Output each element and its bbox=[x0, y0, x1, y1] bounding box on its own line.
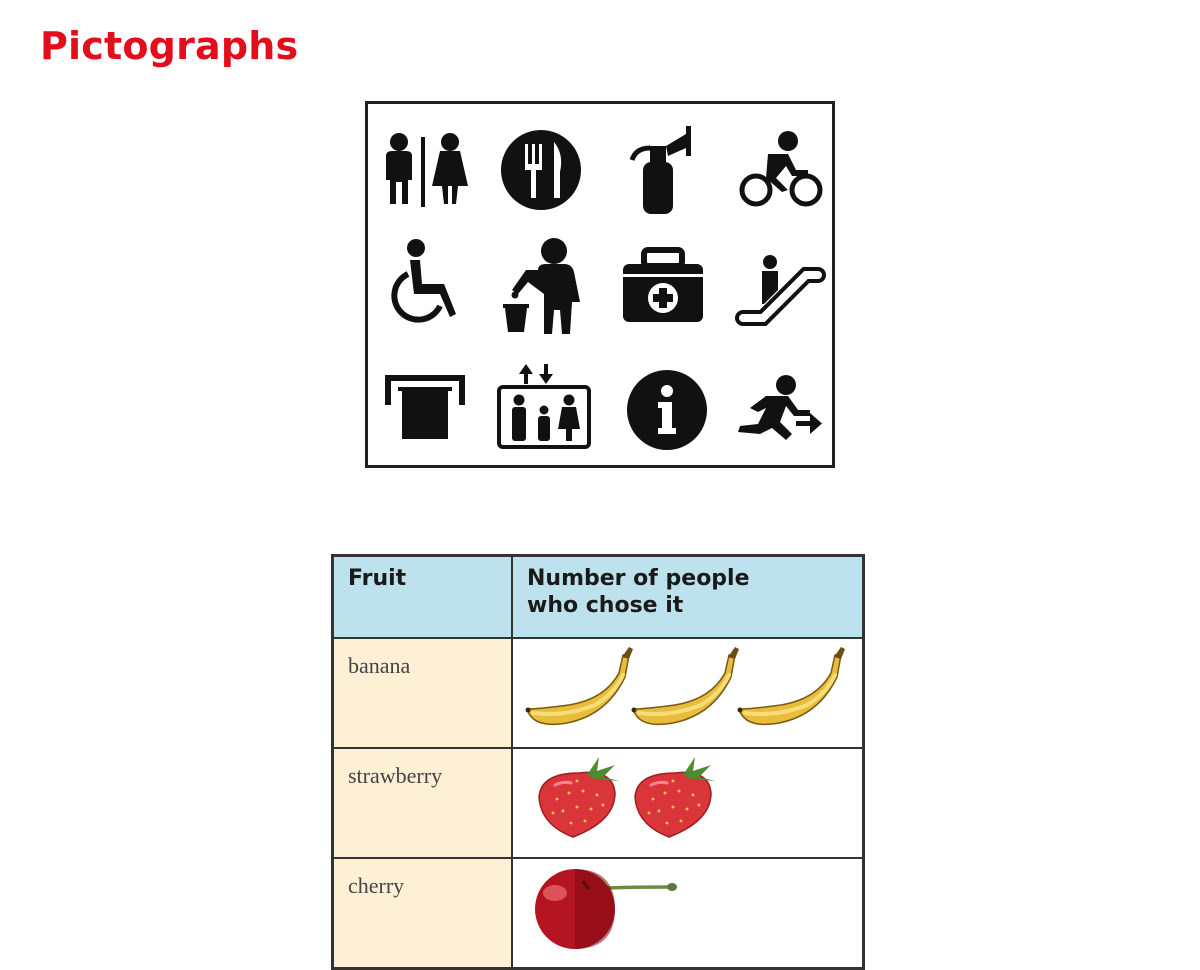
restaurant-icon bbox=[501, 130, 581, 210]
column-header-count-line-1: Number of people bbox=[527, 566, 750, 591]
trash-disposal-icon bbox=[503, 238, 580, 334]
pictogram-panel bbox=[365, 101, 835, 468]
first-aid-kit-icon bbox=[621, 247, 705, 322]
banana-icon bbox=[525, 647, 633, 726]
column-header-count: Number of people who chose it bbox=[511, 554, 865, 639]
banana-icon bbox=[631, 647, 739, 726]
bicycle-icon bbox=[739, 131, 823, 207]
cherry-icon bbox=[535, 869, 677, 949]
fruit-pictograph-table: Fruit Number of people who chose it bana… bbox=[331, 554, 865, 970]
fruit-label-cherry: cherry bbox=[331, 857, 513, 970]
strawberry-icon bbox=[538, 757, 619, 838]
column-header-count-line-2: who chose it bbox=[527, 593, 684, 618]
table-row-cherry: cherry bbox=[331, 857, 865, 970]
fruit-label-strawberry: strawberry bbox=[331, 747, 513, 859]
table-row-banana: banana bbox=[331, 637, 865, 749]
fruit-label-banana: banana bbox=[331, 637, 513, 749]
table-header-row: Fruit Number of people who chose it bbox=[331, 554, 865, 639]
banana-pictograph bbox=[525, 647, 845, 726]
pictograph-cell-strawberry bbox=[511, 747, 865, 859]
strawberry-pictograph bbox=[538, 757, 715, 838]
elevator-icon bbox=[497, 364, 591, 449]
page-title: Pictographs bbox=[40, 24, 299, 68]
information-icon bbox=[627, 370, 707, 450]
emergency-exit-icon bbox=[738, 375, 822, 440]
column-header-fruit: Fruit bbox=[331, 554, 513, 639]
banana-icon bbox=[737, 647, 845, 726]
pictograph-cell-banana bbox=[511, 637, 865, 749]
restroom-icon bbox=[386, 133, 468, 207]
escalator-icon bbox=[735, 255, 826, 326]
atm-icon bbox=[385, 375, 465, 439]
fire-extinguisher-icon bbox=[629, 126, 691, 214]
pictograph-cell-cherry bbox=[511, 857, 865, 970]
table-row-strawberry: strawberry bbox=[331, 747, 865, 859]
strawberry-icon bbox=[634, 757, 715, 838]
cherry-pictograph bbox=[535, 869, 677, 949]
wheelchair-accessible-icon bbox=[391, 239, 456, 323]
